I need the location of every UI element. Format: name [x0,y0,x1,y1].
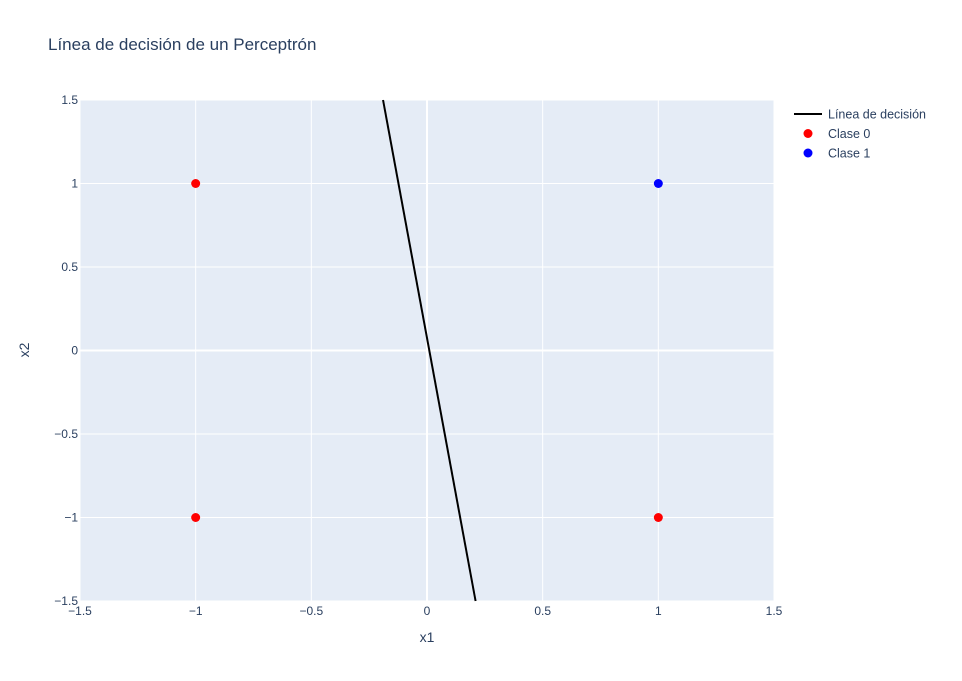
y-ticks: −1.5 −1 −0.5 0 0.5 1 1.5 [54,93,78,608]
y-tick-label: 0 [71,344,78,358]
legend-item[interactable]: Clase 0 [803,127,871,141]
data-point [191,179,201,188]
x-tick-label: 0 [424,604,431,618]
series-lines [382,99,477,602]
x-ticks: −1.5 −1 −0.5 0 0.5 1 1.5 [68,604,783,618]
chart-title: Línea de decisión de un Perceptrón [48,35,316,54]
x-tick-label: 1.5 [766,604,783,618]
y-tick-label: −0.5 [54,427,78,441]
legend-marker-swatch [803,148,813,158]
y-tick-label: 0.5 [61,260,78,274]
data-point [653,513,663,522]
data-point [191,513,201,522]
y-axis-title: x2 [16,342,32,357]
y-tick-label: −1.5 [54,594,78,608]
x-tick-label: −1.5 [68,604,92,618]
decision-line [382,99,477,602]
legend: Línea de decisión Clase 0 Clase 1 [794,108,926,161]
legend-label: Clase 1 [828,147,870,161]
y-tick-label: 1.5 [61,93,78,107]
x-tick-label: −0.5 [299,604,323,618]
x-tick-label: −1 [189,604,203,618]
legend-label: Línea de decisión [828,108,926,122]
y-tick-label: −1 [64,511,78,525]
x-axis-title: x1 [420,629,435,645]
legend-item[interactable]: Línea de decisión [794,108,926,122]
x-tick-label: 1 [655,604,662,618]
x-tick-label: 0.5 [534,604,551,618]
legend-item[interactable]: Clase 1 [803,147,871,161]
legend-marker-swatch [803,129,813,138]
series-markers [191,179,663,522]
data-point [653,179,663,188]
y-tick-label: 1 [71,177,78,191]
legend-label: Clase 0 [828,127,870,141]
